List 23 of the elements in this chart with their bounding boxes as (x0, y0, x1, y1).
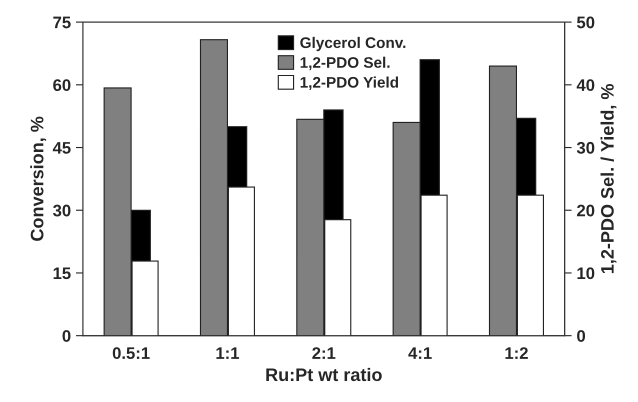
legend-label: Glycerol Conv. (300, 36, 406, 52)
y2-tick-label: 0 (577, 330, 586, 342)
y-tick-label: 45 (52, 142, 71, 154)
y2-tick-label: 30 (576, 142, 594, 154)
x-tick-label: 4:1 (408, 347, 432, 359)
y-tick-label: 0 (62, 330, 70, 342)
legend-label: 1,2-PDO Sel. (300, 56, 390, 70)
y-tick-label: 75 (53, 16, 71, 28)
x-tick-label: 1:1 (216, 347, 240, 359)
y-tick-label: 15 (54, 268, 71, 280)
y2-tick-label: 50 (576, 16, 594, 28)
y-tick-label: 60 (53, 79, 70, 92)
x-tick-label: 0.5:1 (112, 347, 150, 360)
legend-label: 1,2-PDO Yield (300, 76, 398, 90)
y-axis-title: Conversion, % (30, 116, 46, 241)
x-tick-label: 1:2 (505, 347, 528, 359)
x-tick-label: 2:1 (312, 347, 336, 359)
y2-axis-title: 1,2-PDO Sel. / Yield, % (600, 84, 616, 274)
y2-tick-label: 20 (577, 204, 594, 216)
y-tick-label: 30 (52, 204, 70, 216)
y2-tick-label: 40 (576, 79, 594, 92)
x-axis-title: Ru:Pt wt ratio (266, 368, 382, 382)
y2-tick-label: 10 (577, 267, 594, 280)
